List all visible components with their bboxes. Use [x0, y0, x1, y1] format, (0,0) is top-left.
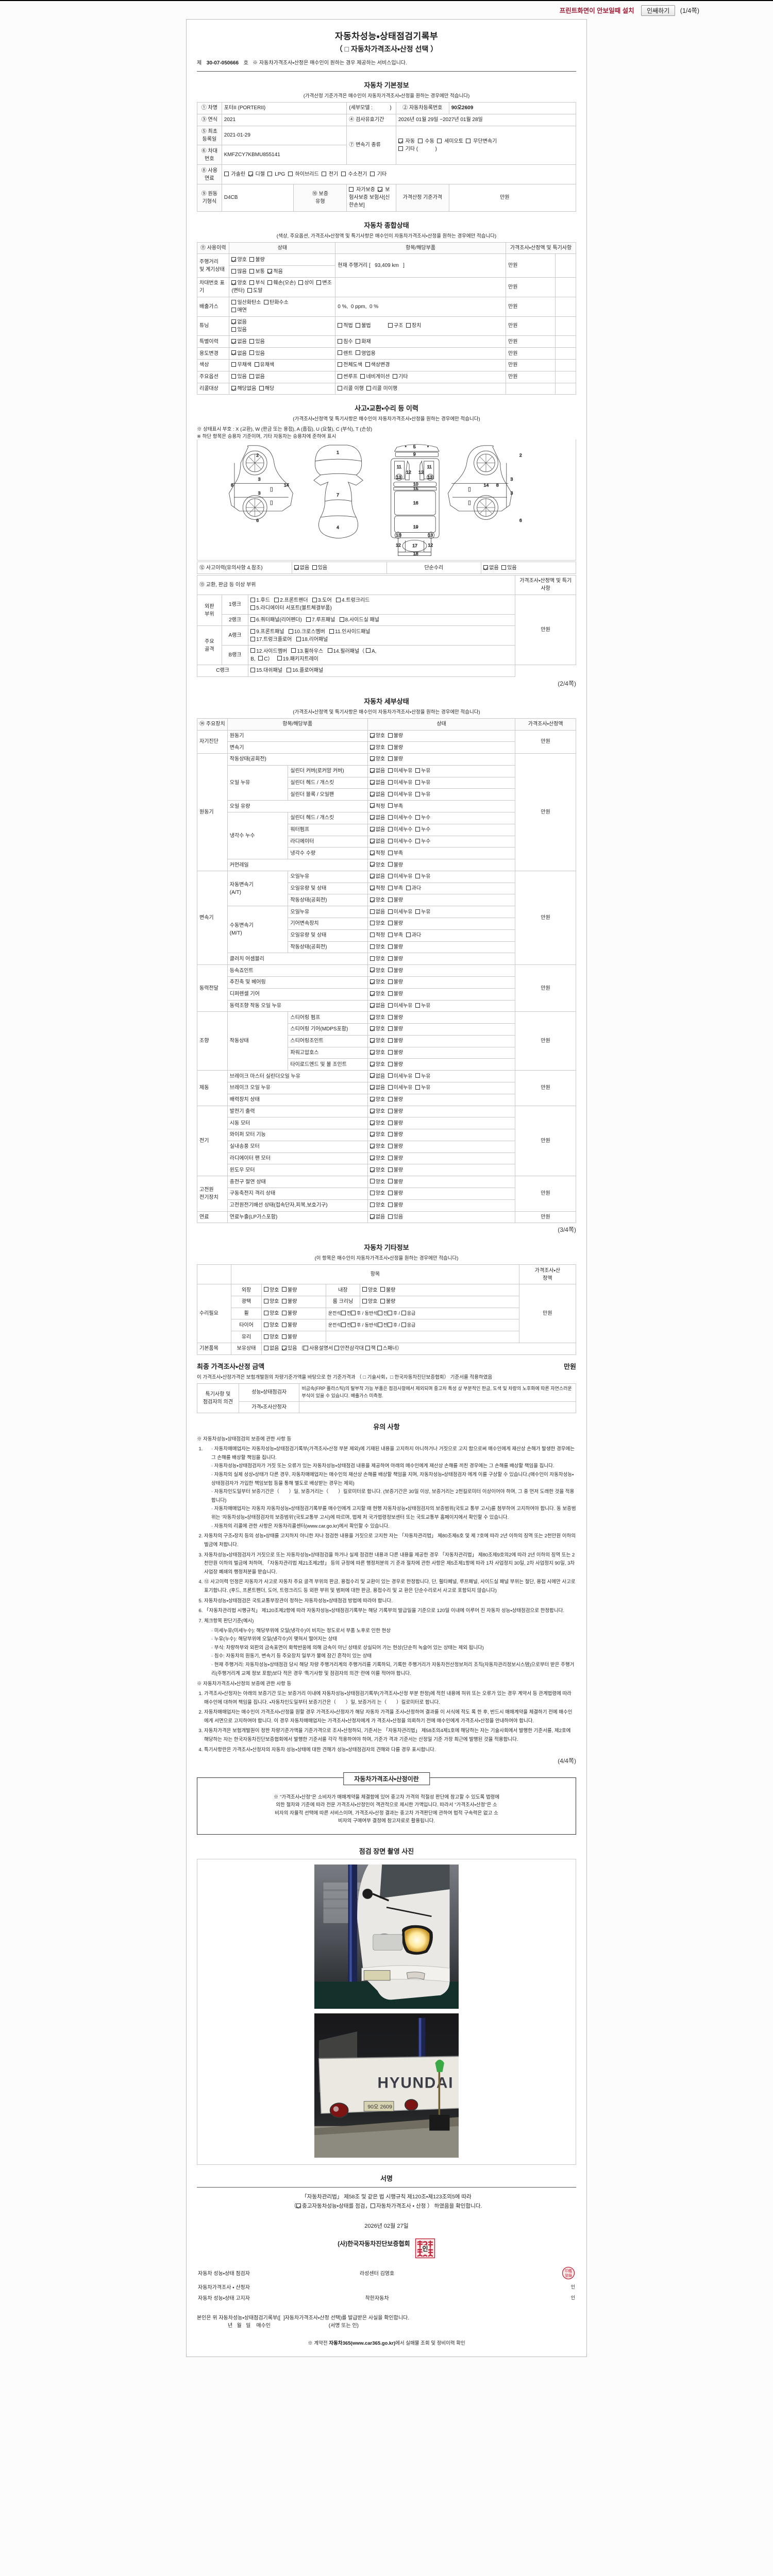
svg-text:11: 11 — [427, 464, 432, 469]
svg-text:2: 2 — [256, 453, 259, 458]
svg-text:6: 6 — [256, 518, 259, 523]
svg-text:12: 12 — [428, 543, 433, 548]
svg-text:17: 17 — [412, 543, 417, 548]
svg-text:3: 3 — [511, 490, 513, 496]
svg-text:13: 13 — [428, 474, 433, 480]
svg-text:3: 3 — [511, 477, 513, 482]
svg-text:13: 13 — [396, 533, 401, 538]
svg-text:19: 19 — [413, 524, 418, 530]
svg-text:3: 3 — [258, 477, 261, 482]
svg-text:13: 13 — [396, 474, 401, 480]
svg-text:HYUNDAI: HYUNDAI — [378, 2074, 454, 2091]
svg-text:3: 3 — [258, 490, 261, 496]
svg-text:印鑑: 印鑑 — [565, 2268, 572, 2273]
svg-text:12: 12 — [418, 470, 424, 475]
svg-text:14: 14 — [284, 483, 289, 488]
svg-text:15: 15 — [413, 486, 418, 492]
svg-text:5: 5 — [413, 444, 416, 449]
svg-text:1: 1 — [337, 450, 339, 455]
svg-text:12: 12 — [396, 543, 401, 548]
svg-text:8: 8 — [496, 483, 499, 488]
svg-text:인: 인 — [422, 2245, 428, 2252]
svg-text:12: 12 — [406, 470, 411, 475]
svg-text:登錄: 登錄 — [565, 2273, 572, 2278]
svg-text:18: 18 — [413, 551, 418, 556]
svg-text:90오 2609: 90오 2609 — [367, 2104, 392, 2110]
svg-text:8: 8 — [231, 483, 233, 488]
svg-text:14: 14 — [484, 483, 489, 488]
svg-text:16: 16 — [413, 500, 418, 505]
svg-text:13: 13 — [428, 533, 433, 538]
svg-text:9: 9 — [413, 452, 416, 457]
svg-text:11: 11 — [397, 464, 401, 469]
svg-text:6: 6 — [519, 518, 522, 523]
svg-text:2: 2 — [519, 453, 522, 458]
svg-text:7: 7 — [337, 493, 339, 498]
svg-text:4: 4 — [337, 525, 339, 530]
